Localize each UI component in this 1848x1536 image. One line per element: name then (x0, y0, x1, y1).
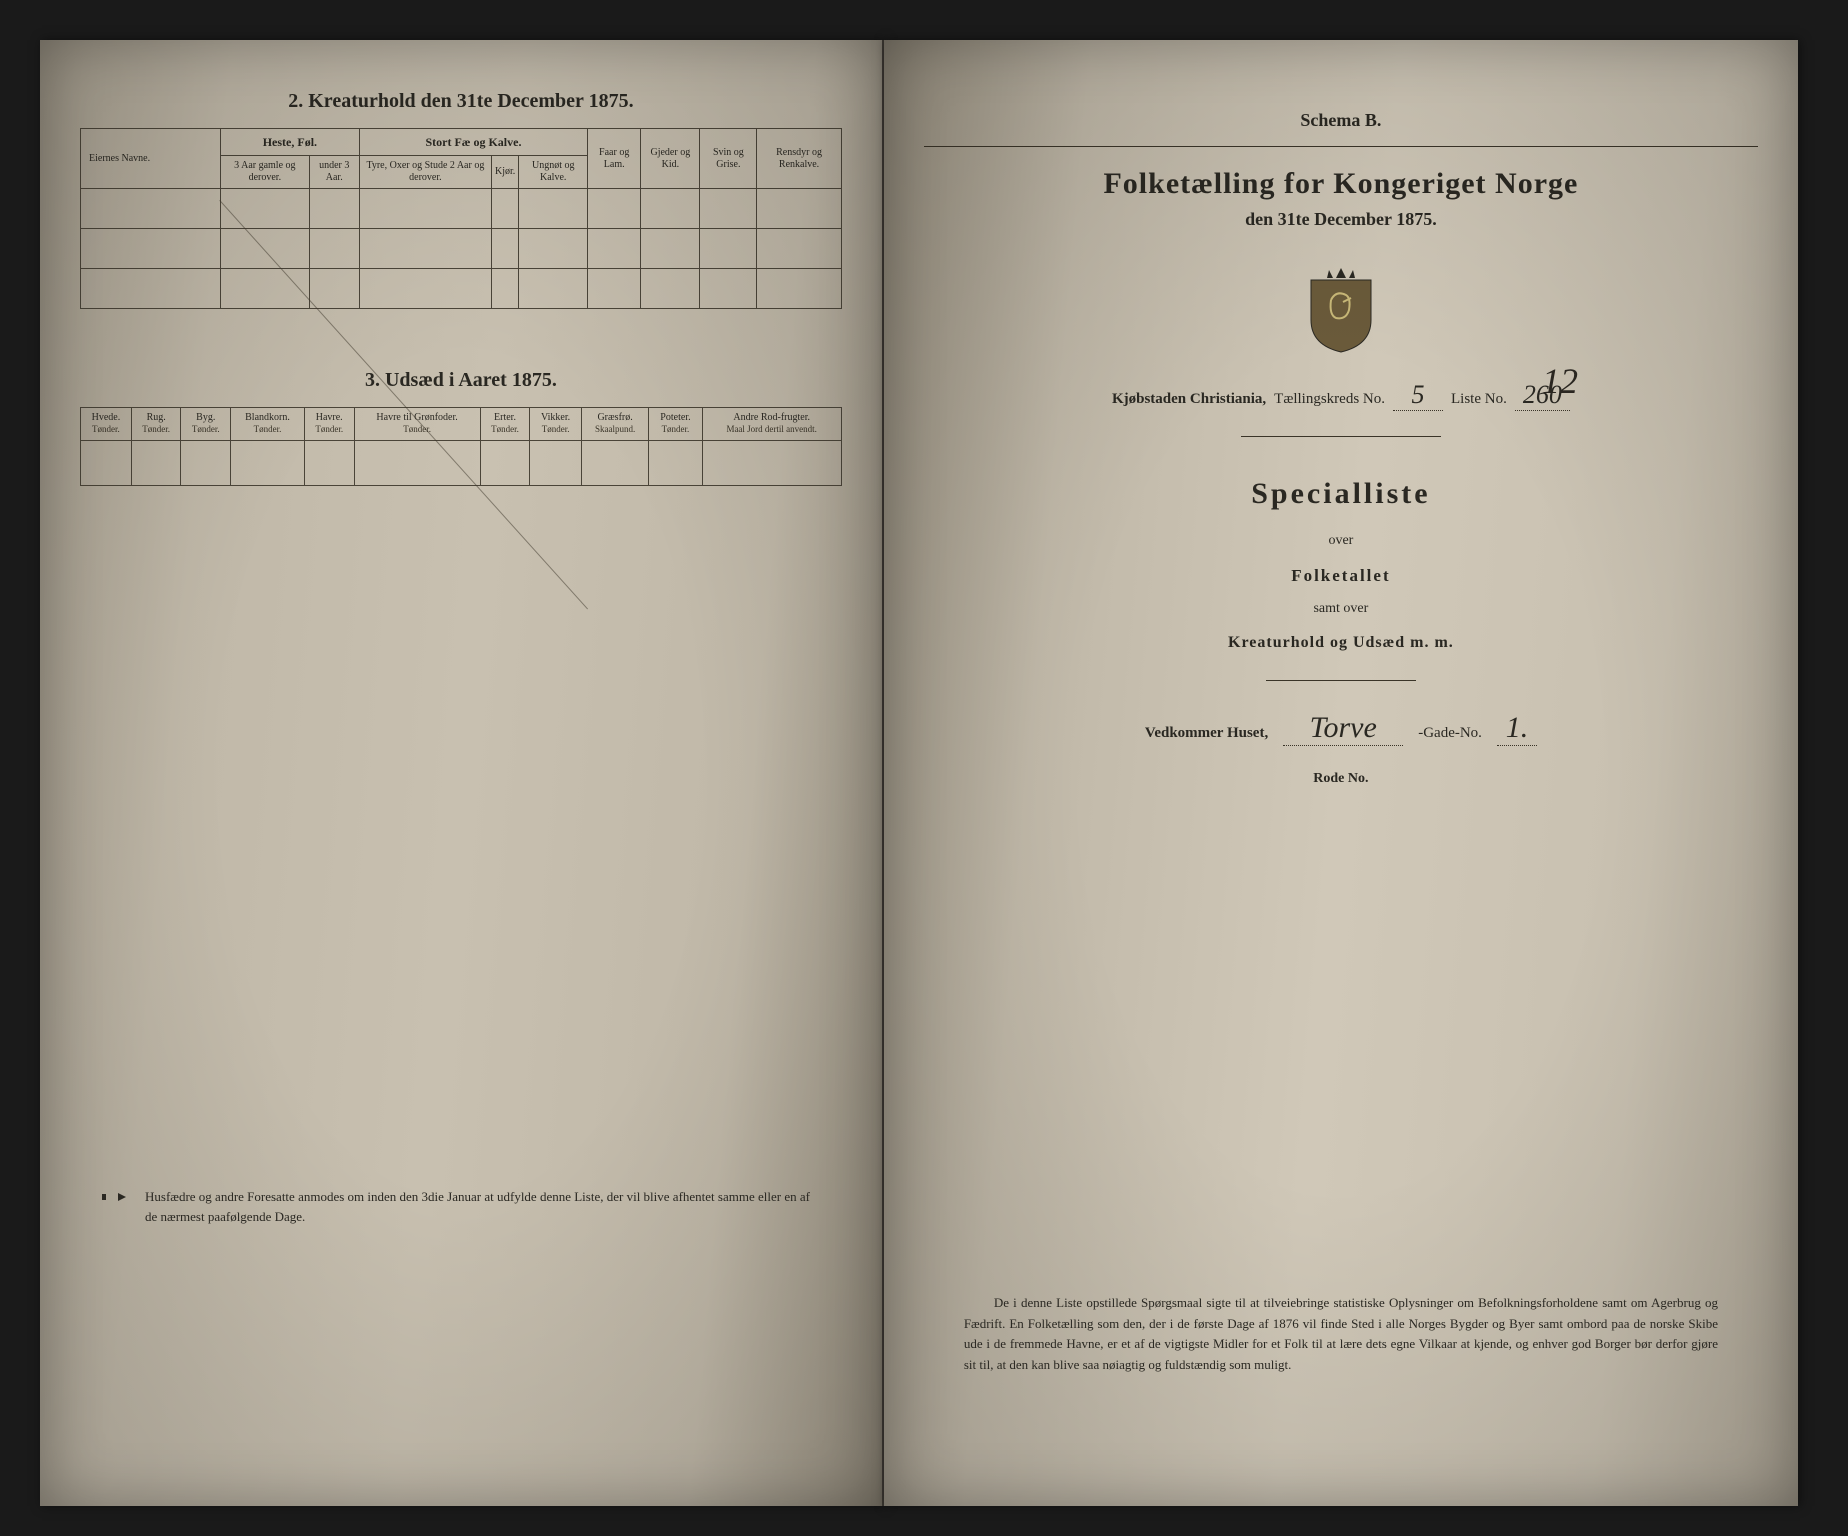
uc-6: Erter.Tønder. (480, 408, 530, 441)
bottom-paragraph: De i denne Liste opstillede Spørgsmaal s… (964, 1293, 1718, 1376)
liste-label: Liste No. (1451, 391, 1507, 408)
rode-line: Rode No. (924, 771, 1758, 787)
sub-lines: over Folketallet samt over Kreaturhold o… (924, 526, 1758, 660)
uc-10: Andre Rod-frugter.Maal Jord dertil anven… (702, 408, 841, 441)
over-label: over (924, 526, 1758, 557)
col-storfae: Stort Fæ og Kalve. (359, 129, 587, 156)
city-label: Kjøbstaden Christiania, (1112, 391, 1266, 408)
udsaed-head-row: Hvede.Tønder. Rug.Tønder. Byg.Tønder. Bl… (81, 408, 842, 441)
uc-5: Havre til Grønfoder.Tønder. (354, 408, 480, 441)
kreds-label: Tællingskreds No. (1274, 391, 1385, 408)
uc-2: Byg.Tønder. (181, 408, 231, 441)
handwritten-page-number: 12 (1542, 360, 1578, 402)
uc-4: Havre.Tønder. (304, 408, 354, 441)
right-page: Schema B. Folketælling for Kongeriget No… (884, 40, 1798, 1506)
col-faar: Faar og Lam. (588, 129, 641, 189)
coat-of-arms-icon (1301, 260, 1381, 355)
vedkommer-line: Vedkommer Huset, Torve -Gade-No. 1. (924, 711, 1758, 746)
kreds-value: 5 (1393, 380, 1443, 411)
col-rensdyr: Rensdyr og Renkalve. (757, 129, 842, 189)
col-gjeder: Gjeder og Kid. (641, 129, 700, 189)
col-heste: Heste, Føl. (221, 129, 360, 156)
kreatur-line: Kreaturhold og Udsæd m. m. (924, 625, 1758, 660)
table-row (81, 441, 842, 486)
left-page: 2. Kreaturhold den 31te December 1875. E… (40, 40, 884, 1506)
vedkommer-label: Vedkommer Huset, (1145, 725, 1268, 742)
kreds-line: Kjøbstaden Christiania, Tællingskreds No… (984, 380, 1698, 411)
sub-stor3: Ungnøt og Kalve. (519, 156, 588, 189)
footer-note: Husfædre og andre Foresatte anmodes om i… (100, 1187, 822, 1226)
uc-1: Rug.Tønder. (131, 408, 181, 441)
uc-0: Hvede.Tønder. (81, 408, 132, 441)
section2-title: 2. Kreaturhold den 31te December 1875. (80, 90, 842, 113)
specialliste-title: Specialliste (924, 477, 1758, 511)
sub-heste1: 3 Aar gamle og derover. (221, 156, 310, 189)
uc-9: Poteter.Tønder. (649, 408, 702, 441)
rule (1266, 680, 1416, 681)
sub-heste2: under 3 Aar. (309, 156, 359, 189)
sub-stor1: Tyre, Oxer og Stude 2 Aar og derover. (359, 156, 491, 189)
folketallet-label: Folketallet (924, 557, 1758, 594)
table-row (81, 269, 842, 309)
book-spread: 2. Kreaturhold den 31te December 1875. E… (0, 0, 1848, 1536)
uc-3: Blandkorn.Tønder. (231, 408, 305, 441)
schema-label: Schema B. (924, 90, 1758, 131)
street-value: Torve (1283, 711, 1403, 746)
sub-stor2: Kjør. (492, 156, 519, 189)
uc-7: Vikker.Tønder. (530, 408, 582, 441)
col-svin: Svin og Grise. (700, 129, 757, 189)
rule (924, 146, 1758, 147)
gade-value: 1. (1497, 711, 1537, 746)
samt-label: samt over (924, 594, 1758, 625)
main-title: Folketælling for Kongeriget Norge (924, 167, 1758, 201)
udsaed-table: Hvede.Tønder. Rug.Tønder. Byg.Tønder. Bl… (80, 407, 842, 486)
table-row (81, 189, 842, 229)
pointing-hand-icon (100, 1187, 130, 1207)
col-eier: Eiernes Navne. (81, 129, 221, 189)
table-row (81, 229, 842, 269)
uc-8: Græsfrø.Skaalpund. (581, 408, 648, 441)
footer-text: Husfædre og andre Foresatte anmodes om i… (145, 1187, 822, 1226)
gade-label: -Gade-No. (1418, 725, 1482, 742)
rule (1241, 436, 1441, 437)
date-line: den 31te December 1875. (924, 209, 1758, 230)
kreatur-table: Eiernes Navne. Heste, Føl. Stort Fæ og K… (80, 128, 842, 309)
section3-title: 3. Udsæd i Aaret 1875. (80, 369, 842, 392)
